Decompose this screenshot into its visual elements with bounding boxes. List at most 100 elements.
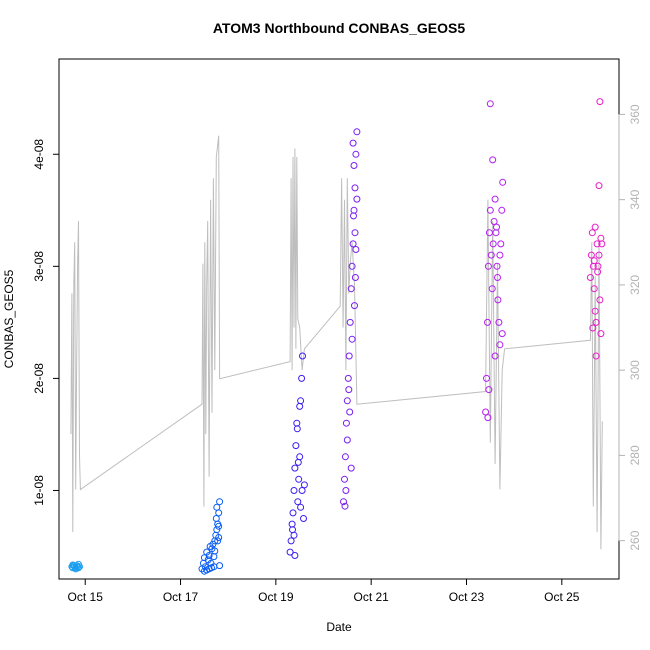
data-point bbox=[293, 425, 301, 433]
data-point bbox=[345, 386, 353, 394]
data-point bbox=[489, 156, 497, 164]
data-point bbox=[341, 453, 349, 461]
data-point bbox=[214, 537, 222, 545]
data-point bbox=[216, 562, 224, 570]
data-point bbox=[591, 223, 599, 231]
data-point bbox=[498, 330, 506, 338]
data-point bbox=[493, 262, 501, 270]
y-tick-label: 3e-08 bbox=[32, 251, 46, 282]
x-tick-label: Oct 23 bbox=[449, 590, 485, 604]
data-point bbox=[351, 274, 359, 281]
data-point bbox=[349, 240, 357, 248]
data-point bbox=[593, 240, 601, 248]
data-point bbox=[294, 498, 302, 506]
data-point bbox=[213, 503, 221, 511]
data-point bbox=[296, 402, 304, 410]
data-point bbox=[486, 100, 494, 108]
data-point bbox=[596, 98, 604, 106]
y2-tick-label: 300 bbox=[628, 360, 642, 380]
secondary-line-layer bbox=[70, 135, 603, 550]
data-point bbox=[590, 257, 598, 265]
data-point bbox=[590, 285, 598, 293]
data-point bbox=[215, 509, 223, 517]
data-point bbox=[487, 251, 495, 259]
x-tick-label: Oct 25 bbox=[544, 590, 580, 604]
y-tick-label: 2e-08 bbox=[32, 363, 46, 394]
data-point bbox=[342, 487, 350, 494]
data-point bbox=[298, 374, 306, 382]
x-tick-label: Oct 15 bbox=[68, 590, 104, 604]
data-point bbox=[486, 206, 494, 214]
data-point bbox=[353, 195, 361, 203]
data-point bbox=[343, 397, 351, 405]
data-point bbox=[592, 318, 600, 326]
data-point bbox=[215, 534, 223, 541]
data-point bbox=[340, 498, 347, 506]
data-point bbox=[595, 182, 603, 190]
data-point bbox=[483, 374, 490, 382]
data-point bbox=[494, 296, 502, 304]
data-point bbox=[496, 341, 504, 349]
data-point bbox=[352, 150, 360, 158]
y2-tick-label: 280 bbox=[628, 445, 642, 465]
data-point bbox=[597, 330, 605, 338]
data-point bbox=[491, 195, 499, 203]
data-point bbox=[484, 262, 492, 270]
data-point bbox=[587, 251, 595, 259]
data-point bbox=[484, 414, 492, 422]
data-point bbox=[287, 537, 295, 545]
data-point bbox=[295, 475, 303, 483]
data-point bbox=[594, 268, 602, 276]
data-point bbox=[211, 547, 219, 555]
data-point bbox=[212, 515, 220, 522]
data-point bbox=[293, 419, 301, 427]
data-point bbox=[494, 274, 501, 281]
data-point bbox=[292, 442, 300, 450]
data-point bbox=[493, 223, 500, 231]
data-point bbox=[484, 318, 491, 326]
y-tick-label: 1e-08 bbox=[32, 475, 46, 506]
data-point bbox=[351, 184, 359, 192]
data-point bbox=[286, 548, 294, 556]
y-axis-label: CONBAS_GEOS5 bbox=[2, 269, 16, 368]
data-point bbox=[591, 307, 599, 315]
data-point bbox=[300, 481, 308, 489]
chart-title: ATOM3 Northbound CONBAS_GEOS5 bbox=[213, 20, 465, 36]
data-point bbox=[347, 464, 355, 472]
data-point bbox=[350, 206, 358, 214]
data-point bbox=[499, 178, 507, 186]
data-point bbox=[489, 240, 497, 248]
data-point bbox=[291, 464, 299, 472]
data-point bbox=[75, 564, 82, 572]
y2-tick-label: 360 bbox=[628, 104, 642, 124]
points-layer bbox=[68, 98, 606, 575]
data-point bbox=[343, 436, 351, 444]
data-point bbox=[215, 522, 223, 530]
data-point bbox=[291, 552, 299, 559]
data-point bbox=[492, 229, 500, 237]
data-point bbox=[595, 251, 603, 259]
data-point bbox=[76, 563, 83, 571]
y-tick-label: 4e-08 bbox=[32, 139, 46, 170]
y2-tick-label: 260 bbox=[628, 530, 642, 550]
data-point bbox=[208, 564, 215, 572]
data-point bbox=[344, 374, 352, 382]
y2-axis: 260 280 300 320 340 360 bbox=[618, 104, 642, 551]
data-point bbox=[290, 531, 298, 539]
data-point bbox=[592, 352, 600, 360]
data-point bbox=[496, 251, 504, 259]
data-point bbox=[495, 318, 503, 326]
data-point bbox=[498, 206, 506, 214]
data-point bbox=[351, 302, 358, 310]
data-point bbox=[290, 487, 298, 494]
data-point bbox=[596, 296, 604, 304]
y2-tick-label: 320 bbox=[628, 275, 642, 295]
data-point bbox=[488, 285, 496, 293]
data-point bbox=[346, 408, 354, 416]
data-point bbox=[216, 498, 224, 506]
x-tick-label: Oct 19 bbox=[258, 590, 294, 604]
y-axis: 1e-08 2e-08 3e-08 4e-08 bbox=[32, 139, 60, 506]
x-tick-label: Oct 21 bbox=[353, 590, 389, 604]
data-point bbox=[491, 352, 499, 360]
